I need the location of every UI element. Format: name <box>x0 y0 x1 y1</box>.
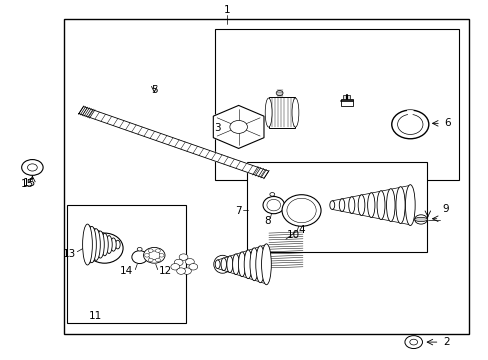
Bar <box>340 99 352 107</box>
Ellipse shape <box>213 255 231 273</box>
Ellipse shape <box>221 258 226 271</box>
Text: 5: 5 <box>151 85 157 95</box>
Text: 12: 12 <box>159 266 172 276</box>
Ellipse shape <box>286 198 316 223</box>
Ellipse shape <box>291 98 298 127</box>
Ellipse shape <box>339 199 344 211</box>
Ellipse shape <box>179 254 187 260</box>
Polygon shape <box>213 105 264 148</box>
Ellipse shape <box>249 248 258 281</box>
Ellipse shape <box>132 251 147 264</box>
Ellipse shape <box>263 197 284 214</box>
Ellipse shape <box>391 110 428 139</box>
Ellipse shape <box>376 191 384 220</box>
Text: 1: 1 <box>224 5 230 15</box>
Ellipse shape <box>244 250 252 279</box>
Ellipse shape <box>261 244 271 285</box>
Ellipse shape <box>21 159 43 175</box>
Ellipse shape <box>282 195 321 226</box>
Ellipse shape <box>329 201 334 210</box>
Circle shape <box>148 249 153 252</box>
Ellipse shape <box>276 90 283 95</box>
Ellipse shape <box>182 268 191 274</box>
Text: 8: 8 <box>264 216 271 226</box>
Ellipse shape <box>414 217 427 222</box>
Text: 11: 11 <box>89 311 102 321</box>
Ellipse shape <box>97 231 104 258</box>
Ellipse shape <box>215 260 220 269</box>
Text: 9: 9 <box>441 204 447 214</box>
Wedge shape <box>406 110 413 125</box>
Circle shape <box>144 253 149 257</box>
Ellipse shape <box>405 185 414 226</box>
Bar <box>343 95 349 99</box>
Polygon shape <box>213 105 264 148</box>
Bar <box>246 162 427 252</box>
Circle shape <box>229 121 247 134</box>
Text: 7: 7 <box>235 206 242 216</box>
Ellipse shape <box>82 224 92 265</box>
Text: 3: 3 <box>214 123 221 133</box>
Ellipse shape <box>87 226 96 263</box>
Polygon shape <box>79 107 268 178</box>
Ellipse shape <box>255 246 264 283</box>
Text: 2: 2 <box>443 337 449 347</box>
Circle shape <box>269 193 274 196</box>
Ellipse shape <box>404 336 422 348</box>
Ellipse shape <box>266 199 280 211</box>
Circle shape <box>155 249 160 252</box>
Ellipse shape <box>110 238 116 251</box>
Circle shape <box>155 258 160 262</box>
Ellipse shape <box>367 193 374 217</box>
Text: 6: 6 <box>444 118 450 128</box>
Ellipse shape <box>174 259 183 266</box>
Circle shape <box>148 258 153 262</box>
Ellipse shape <box>357 195 364 215</box>
Text: 13: 13 <box>63 248 76 258</box>
Ellipse shape <box>176 268 185 274</box>
Ellipse shape <box>106 236 112 253</box>
Ellipse shape <box>238 252 245 276</box>
Bar <box>66 205 185 323</box>
Circle shape <box>143 247 164 263</box>
Ellipse shape <box>115 240 120 249</box>
Circle shape <box>414 215 427 224</box>
Ellipse shape <box>170 264 179 270</box>
Text: 4: 4 <box>298 225 304 235</box>
Text: 15: 15 <box>22 178 36 188</box>
Ellipse shape <box>386 189 394 221</box>
Ellipse shape <box>188 264 197 270</box>
Bar <box>268 97 295 128</box>
Text: 14: 14 <box>120 266 133 276</box>
Circle shape <box>148 251 160 260</box>
Ellipse shape <box>395 187 404 224</box>
Ellipse shape <box>264 98 271 127</box>
Ellipse shape <box>232 254 239 275</box>
Ellipse shape <box>92 229 100 260</box>
Circle shape <box>159 253 163 257</box>
Ellipse shape <box>348 197 354 213</box>
Ellipse shape <box>397 114 422 134</box>
Text: 10: 10 <box>286 230 299 239</box>
Circle shape <box>137 247 142 251</box>
Text: 15: 15 <box>21 179 34 189</box>
Bar <box>64 19 468 334</box>
Ellipse shape <box>185 258 194 265</box>
Ellipse shape <box>409 339 417 345</box>
Ellipse shape <box>226 256 232 273</box>
Ellipse shape <box>27 164 37 171</box>
Ellipse shape <box>101 233 108 256</box>
Bar <box>215 30 458 180</box>
Ellipse shape <box>86 233 123 263</box>
